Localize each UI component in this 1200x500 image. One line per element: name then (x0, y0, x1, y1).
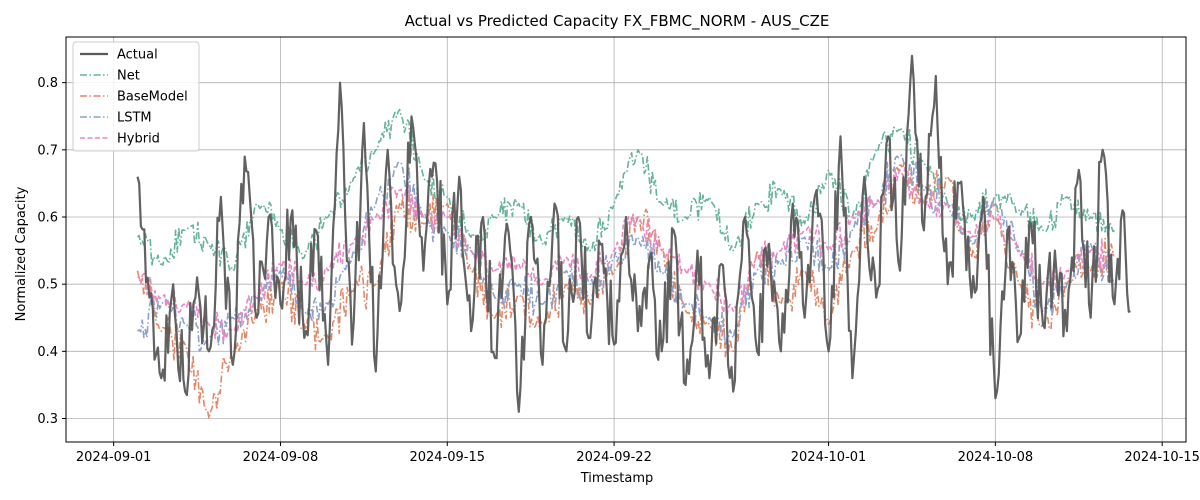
y-axis: 0.3 0.4 0.5 0.6 0.7 0.8 (37, 76, 66, 427)
y-tick-label: 0.6 (37, 211, 58, 226)
legend-label: Actual (117, 48, 158, 63)
y-tick-label: 0.4 (37, 345, 58, 360)
series-line-basemodel (136, 160, 1116, 420)
legend-label: Net (117, 69, 140, 84)
x-tick-label: 2024-09-22 (576, 450, 652, 465)
y-tick-label: 0.3 (37, 412, 58, 427)
x-axis-label: Timestamp (580, 471, 654, 486)
plot-area (65, 36, 1187, 443)
series-line-lstm (136, 154, 1116, 352)
legend-label: LSTM (117, 111, 152, 126)
series-line-actual (136, 54, 1131, 413)
x-axis: 2024-09-01 2024-09-08 2024-09-15 2024-09-22… (76, 442, 1200, 465)
legend-label: BaseModel (117, 90, 188, 105)
x-tick-label: 2024-10-08 (958, 450, 1034, 465)
legend: Actual Net BaseModel LSTM Hybrid (72, 41, 200, 152)
y-tick-label: 0.7 (37, 143, 58, 158)
x-tick-label: 2024-10-15 (1124, 450, 1200, 465)
x-tick-label: 2024-09-15 (409, 450, 485, 465)
legend-label: Hybrid (117, 132, 160, 147)
x-tick-label: 2024-09-08 (243, 450, 319, 465)
y-tick-label: 0.5 (37, 278, 58, 293)
legend-box (72, 41, 200, 152)
series-layer (136, 54, 1131, 420)
x-tick-label: 2024-10-01 (791, 450, 867, 465)
y-axis-label: Normalized Capacity (14, 186, 29, 321)
y-tick-label: 0.8 (37, 76, 58, 91)
x-tick-label: 2024-09-01 (76, 450, 152, 465)
chart-title: Actual vs Predicted Capacity FX_FBMC_NOR… (405, 12, 830, 31)
